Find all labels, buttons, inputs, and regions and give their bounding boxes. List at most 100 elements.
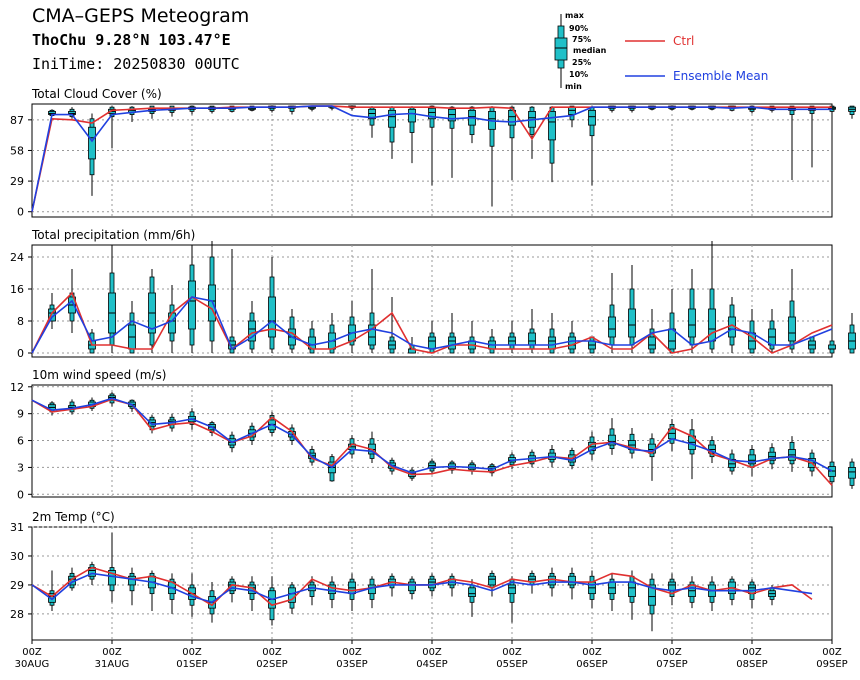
y-tick-label: 29 <box>10 175 24 188</box>
x-axis: 00Z30AUG00Z31AUG00Z01SEP00Z02SEP00Z03SEP… <box>15 640 848 670</box>
x-tick-label-time: 00Z <box>102 647 122 658</box>
box-25-75 <box>568 106 576 115</box>
box-25-75 <box>548 336 556 350</box>
y-tick-label: 3 <box>17 461 24 474</box>
y-tick-label: 6 <box>17 435 24 448</box>
y-tick-label: 8 <box>17 315 24 328</box>
ensemble-mean-line <box>31 296 833 354</box>
panel-frame <box>31 526 833 641</box>
y-tick-label: 28 <box>10 608 24 621</box>
x-tick-label-date: 31AUG <box>95 659 130 670</box>
legend-ctrl-label: Ctrl <box>673 34 694 48</box>
box-25-75 <box>368 108 376 120</box>
box-25-75 <box>528 332 536 346</box>
y-tick-label: 12 <box>10 381 24 394</box>
box-25-75 <box>828 344 836 350</box>
y-tick-label: 31 <box>10 521 24 534</box>
box-25-75 <box>848 467 856 479</box>
x-tick-label-time: 00Z <box>582 647 602 658</box>
box-25-75 <box>668 581 676 592</box>
box-25-75 <box>408 581 416 592</box>
box-25-75 <box>448 336 456 350</box>
x-tick-label-date: 02SEP <box>256 659 287 670</box>
y-tick-label: 29 <box>10 579 24 592</box>
y-tick-label: 30 <box>10 550 24 563</box>
box-25-75 <box>548 575 556 586</box>
x-tick-label-time: 00Z <box>502 647 522 658</box>
ensemble-mean-line <box>31 572 813 604</box>
box-25-75 <box>268 296 276 338</box>
box-25-75 <box>648 336 656 350</box>
x-tick-label-time: 00Z <box>742 647 762 658</box>
box-25-75 <box>708 308 716 342</box>
box-25-75 <box>788 316 796 342</box>
y-tick-label: 24 <box>10 251 24 264</box>
box-25-75 <box>608 434 616 446</box>
legend-box-label: 75% <box>572 35 591 44</box>
x-tick-label-time: 00Z <box>342 647 362 658</box>
x-tick-label-date: 30AUG <box>15 659 50 670</box>
panel-1: Total Cloud Cover (%) 0 29 58 87 <box>10 87 856 219</box>
box-25-75 <box>688 308 696 338</box>
y-tick-label: 16 <box>10 283 24 296</box>
y-tick-label: 0 <box>17 488 24 501</box>
y-tick-label: 0 <box>17 206 24 219</box>
box-25-75 <box>488 575 496 586</box>
box-25-75 <box>368 324 376 346</box>
x-tick-label-date: 04SEP <box>416 659 447 670</box>
x-tick-label-date: 03SEP <box>336 659 367 670</box>
box-25-75 <box>548 110 556 141</box>
legend-box-25-75 <box>554 37 568 61</box>
box-25-75 <box>748 454 756 465</box>
init-time: IniTime: 20250830 00UTC <box>32 55 240 73</box>
panel-title: Total precipitation (mm/6h) <box>31 228 195 242</box>
legend-box-label: 10% <box>569 70 588 79</box>
y-tick-label: 9 <box>17 408 24 421</box>
x-tick-label-time: 00Z <box>182 647 202 658</box>
x-tick-label-time: 00Z <box>422 647 442 658</box>
ensemble-mean-line <box>31 397 833 474</box>
y-tick-label: 87 <box>10 114 24 127</box>
box-25-75 <box>468 587 476 597</box>
box-25-75 <box>628 581 636 597</box>
box-25-75 <box>188 280 196 330</box>
box-25-75 <box>648 584 656 606</box>
box-25-75 <box>388 109 396 128</box>
box-25-75 <box>668 328 676 350</box>
x-tick-label-date: 01SEP <box>176 659 207 670</box>
legend-box-label: median <box>573 46 607 55</box>
y-tick-label: 0 <box>17 347 24 360</box>
box-25-75 <box>608 316 616 338</box>
legend-mean-label: Ensemble Mean <box>673 69 768 83</box>
panel-title: Total Cloud Cover (%) <box>31 87 162 101</box>
x-tick-label-time: 00Z <box>22 647 42 658</box>
box-25-75 <box>108 570 116 586</box>
panel-4: 2m Temp (°C) 28 29 30 31 <box>10 510 833 641</box>
panel-title: 10m wind speed (m/s) <box>32 368 166 382</box>
box-25-75 <box>248 584 256 595</box>
box-25-75 <box>88 126 96 160</box>
x-tick-label-date: 05SEP <box>496 659 527 670</box>
x-tick-label-time: 00Z <box>662 647 682 658</box>
y-tick-label: 58 <box>10 144 24 157</box>
x-tick-label-date: 06SEP <box>576 659 607 670</box>
box-25-75 <box>628 308 636 338</box>
ensemble-mean-line <box>31 105 832 212</box>
x-tick-label-time: 00Z <box>822 647 842 658</box>
x-tick-label-date: 09SEP <box>816 659 847 670</box>
box-25-75 <box>508 109 516 126</box>
panel-3: 10m wind speed (m/s) 0 3 6 9 12 <box>10 368 856 501</box>
ctrl-line <box>31 398 833 486</box>
legend-box-label: min <box>565 82 582 91</box>
box-25-75 <box>448 108 456 122</box>
box-25-75 <box>568 336 576 350</box>
box-25-75 <box>48 593 56 603</box>
meteogram-title: CMA–GEPS Meteogram <box>32 5 250 27</box>
x-tick-label-time: 00Z <box>262 647 282 658</box>
x-tick-label-date: 07SEP <box>656 659 687 670</box>
box-25-75 <box>328 584 336 595</box>
box-25-75 <box>568 575 576 586</box>
box-25-75 <box>588 109 596 126</box>
legend-box-label: 90% <box>569 24 588 33</box>
